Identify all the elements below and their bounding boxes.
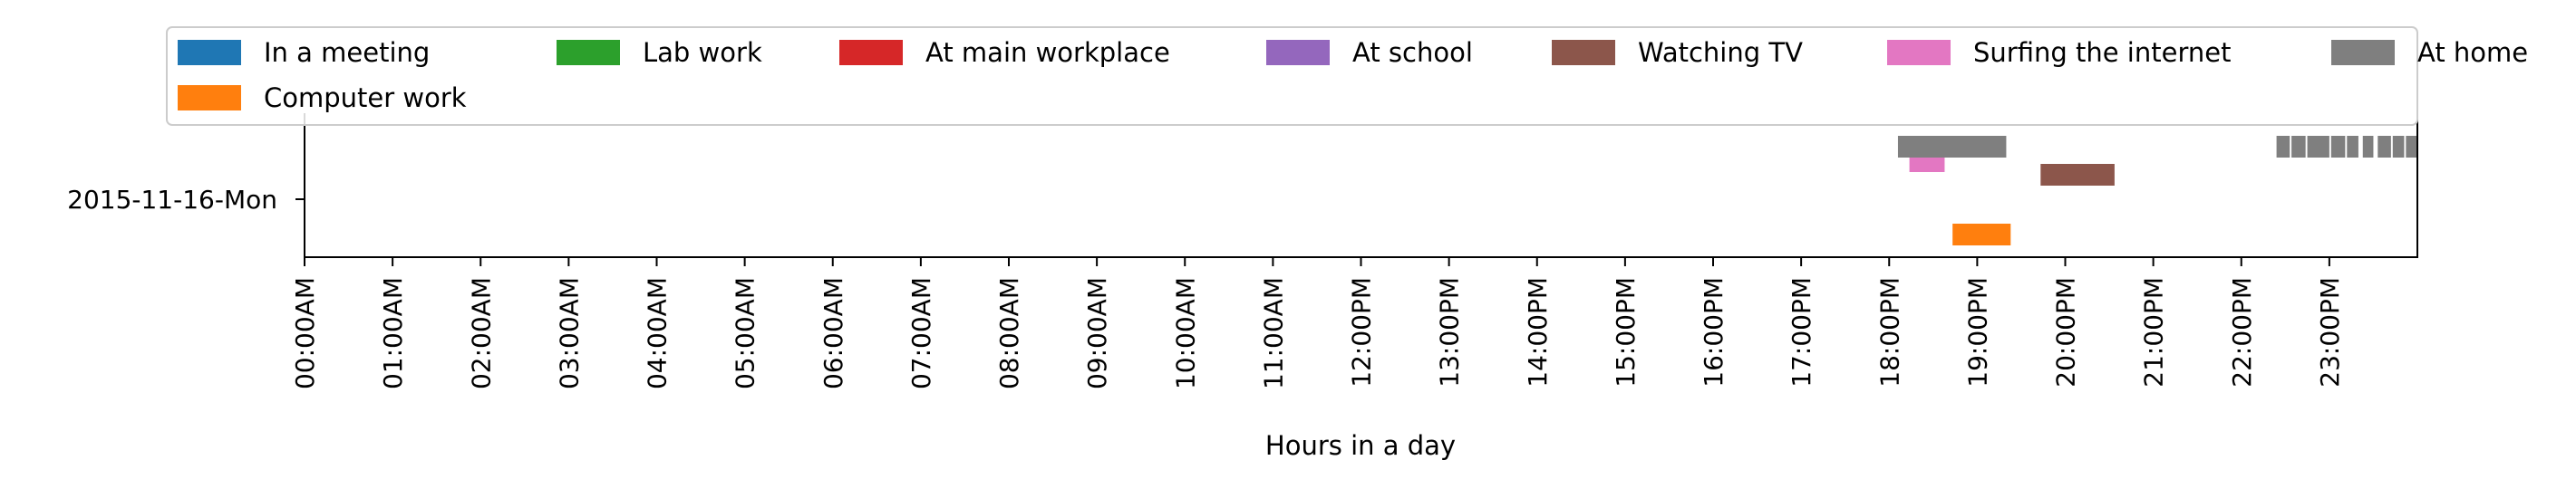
legend-label-surfing-the-internet: Surfing the internet (1973, 37, 2231, 68)
x-tick-label: 22:00PM (2227, 277, 2257, 388)
legend-label-at-home: At home (2417, 37, 2528, 68)
bar-at-home (1897, 136, 2007, 158)
legend-label-watching-tv: Watching TV (1638, 37, 1803, 68)
x-tick-label: 09:00AM (1082, 277, 1112, 389)
legend-label-in-a-meeting: In a meeting (264, 37, 430, 68)
legend-label-computer-work: Computer work (264, 82, 467, 113)
bar-at-home (2330, 136, 2346, 158)
x-tick-label: 16:00PM (1699, 277, 1729, 388)
x-tick-label: 20:00PM (2051, 277, 2081, 388)
legend-swatch-watching-tv (1552, 40, 1615, 65)
x-tick-label: 00:00AM (290, 277, 320, 389)
x-tick-label: 02:00AM (466, 277, 496, 389)
x-tick-label: 03:00AM (554, 277, 584, 389)
x-tick-label: 04:00AM (643, 277, 673, 389)
legend-swatch-surfing-the-internet (1887, 40, 1951, 65)
x-tick-label: 14:00PM (1523, 277, 1553, 388)
x-ticks: 00:00AM 01:00AM 02:00AM 03:00AM 04:00AM 05:00… (290, 257, 2345, 389)
x-tick-label: 15:00PM (1611, 277, 1641, 388)
legend-swatch-at-main-workplace (839, 40, 903, 65)
legend-swatch-computer-work (178, 85, 241, 110)
x-axis-title: Hours in a day (1265, 430, 1456, 461)
bar-computer-work (1952, 224, 2011, 245)
x-tick-label: 12:00PM (1347, 277, 1377, 388)
x-tick-label: 19:00PM (1962, 277, 1992, 388)
legend-label-at-school: At school (1352, 37, 1473, 68)
x-tick-label: 07:00AM (906, 277, 936, 389)
bar-at-home (2276, 136, 2290, 158)
x-tick-label: 01:00AM (378, 277, 408, 389)
legend-frame (166, 26, 2418, 126)
bar-at-home (2347, 136, 2358, 158)
x-tick-label: 23:00PM (2315, 277, 2345, 388)
legend: In a meeting Computer work Lab work At main… (166, 26, 2528, 126)
bar-at-home (2362, 136, 2374, 158)
legend-swatch-at-home (2331, 40, 2395, 65)
legend-label-at-main-workplace: At main workplace (925, 37, 1170, 68)
x-tick-label: 06:00AM (818, 277, 848, 389)
x-tick-label: 17:00PM (1787, 277, 1816, 388)
legend-label-lab-work: Lab work (643, 37, 762, 68)
bar-at-home (2392, 136, 2405, 158)
legend-swatch-lab-work (557, 40, 620, 65)
activity-bars (1897, 136, 2417, 245)
x-tick-label: 10:00AM (1170, 277, 1200, 389)
x-tick-label: 11:00AM (1258, 277, 1288, 389)
x-tick-label: 08:00AM (994, 277, 1024, 389)
y-tick-label: 2015-11-16-Mon (67, 185, 277, 215)
bar-at-home (2291, 136, 2306, 158)
bar-surfing-the-internet (1909, 158, 1945, 172)
x-tick-label: 21:00PM (2139, 277, 2169, 388)
legend-swatch-at-school (1266, 40, 1330, 65)
bar-at-home (2307, 136, 2329, 158)
x-tick-label: 18:00PM (1874, 277, 1904, 388)
x-tick-label: 05:00AM (731, 277, 760, 389)
bar-at-home (2377, 136, 2391, 158)
y-ticks: 2015-11-16-Mon (67, 185, 305, 215)
bar-watching-tv (2040, 164, 2115, 186)
bar-at-home (2406, 136, 2417, 158)
legend-swatch-in-a-meeting (178, 40, 241, 65)
x-tick-label: 13:00PM (1435, 277, 1465, 388)
